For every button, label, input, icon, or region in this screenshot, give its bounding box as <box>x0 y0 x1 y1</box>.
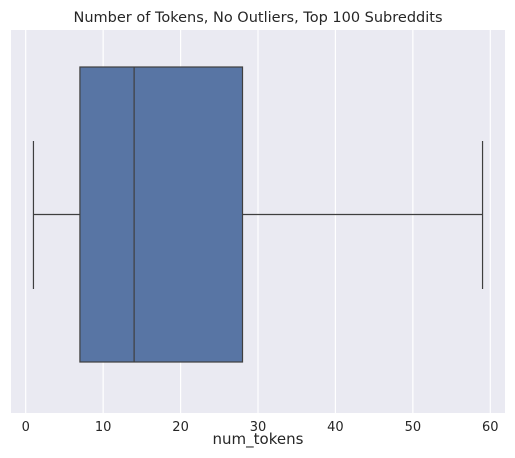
x-tick-label-40: 40 <box>327 420 344 435</box>
x-tick-label-30: 30 <box>250 420 267 435</box>
x-tick-labels: 0 10 20 30 40 50 60 <box>22 420 499 435</box>
chart-title: Number of Tokens, No Outliers, Top 100 S… <box>74 10 443 26</box>
x-tick-label-60: 60 <box>482 420 499 435</box>
x-tick-label-20: 20 <box>172 420 189 435</box>
x-tick-label-50: 50 <box>405 420 422 435</box>
boxplot-marks <box>32 66 484 363</box>
interquartile-box <box>79 66 244 363</box>
x-tick-label-0: 0 <box>22 420 30 435</box>
x-axis-label: num_tokens <box>213 430 304 449</box>
x-tick-label-10: 10 <box>95 420 112 435</box>
